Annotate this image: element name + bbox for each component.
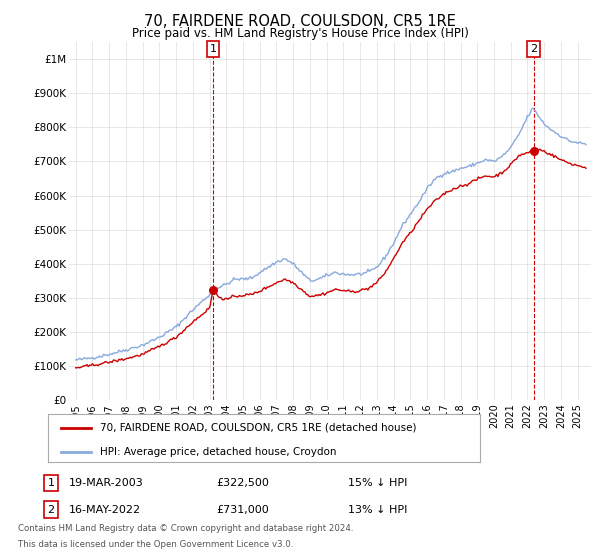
Text: HPI: Average price, detached house, Croydon: HPI: Average price, detached house, Croy… (100, 446, 337, 456)
Text: 70, FAIRDENE ROAD, COULSDON, CR5 1RE (detached house): 70, FAIRDENE ROAD, COULSDON, CR5 1RE (de… (100, 423, 416, 433)
Text: 70, FAIRDENE ROAD, COULSDON, CR5 1RE: 70, FAIRDENE ROAD, COULSDON, CR5 1RE (144, 14, 456, 29)
Text: This data is licensed under the Open Government Licence v3.0.: This data is licensed under the Open Gov… (18, 540, 293, 549)
Text: 1: 1 (209, 44, 217, 54)
Text: 2: 2 (47, 505, 55, 515)
Text: 16-MAY-2022: 16-MAY-2022 (69, 505, 141, 515)
Text: 15% ↓ HPI: 15% ↓ HPI (348, 478, 407, 488)
Text: 1: 1 (47, 478, 55, 488)
Text: £322,500: £322,500 (216, 478, 269, 488)
Text: Price paid vs. HM Land Registry's House Price Index (HPI): Price paid vs. HM Land Registry's House … (131, 27, 469, 40)
Text: 13% ↓ HPI: 13% ↓ HPI (348, 505, 407, 515)
Text: £731,000: £731,000 (216, 505, 269, 515)
Text: 2: 2 (530, 44, 537, 54)
Text: 19-MAR-2003: 19-MAR-2003 (69, 478, 144, 488)
Text: Contains HM Land Registry data © Crown copyright and database right 2024.: Contains HM Land Registry data © Crown c… (18, 524, 353, 533)
